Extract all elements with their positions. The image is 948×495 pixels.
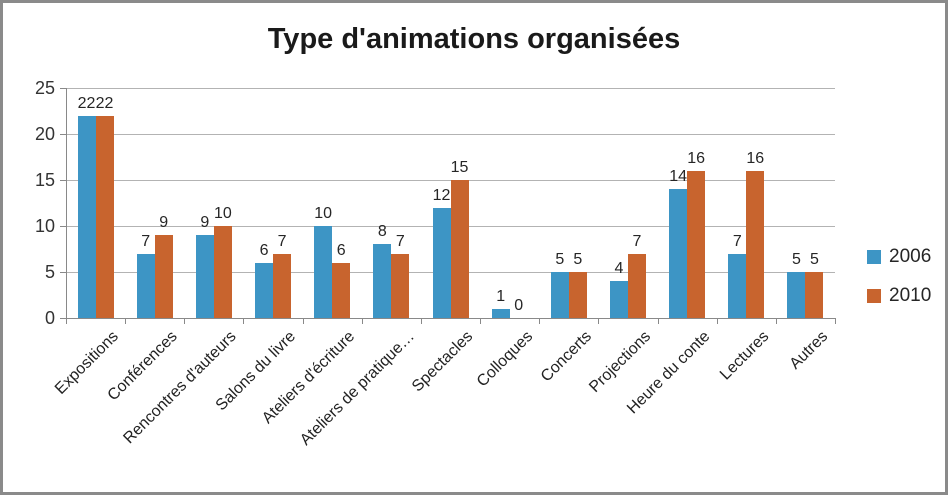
bar-2010-10 — [687, 170, 706, 318]
data-label-2006-9: 4 — [614, 260, 624, 278]
x-tick-4 — [302, 318, 304, 324]
data-label-2010-9: 7 — [632, 232, 642, 250]
bar-2010-4 — [332, 262, 351, 318]
bar-2006-5 — [373, 244, 392, 318]
bar-2006-12 — [787, 272, 806, 318]
bar-2006-2 — [195, 235, 214, 318]
y-tick-label-15: 15 — [34, 170, 55, 190]
x-tick-12 — [775, 318, 777, 324]
data-label-2010-3: 7 — [277, 232, 287, 250]
y-tick-25 — [60, 88, 66, 89]
gridline-20 — [66, 134, 835, 135]
bar-2006-9 — [609, 281, 628, 318]
y-tick-label-0: 0 — [44, 308, 55, 328]
x-tick-9 — [598, 318, 600, 324]
category-label-11: Lectures — [716, 328, 773, 384]
data-label-2006-4: 10 — [314, 205, 333, 222]
data-label-2010-0: 22 — [95, 94, 114, 112]
bar-2010-12 — [805, 272, 824, 318]
y-tick-20 — [60, 134, 66, 135]
y-tick-label-10: 10 — [34, 216, 55, 236]
data-label-2006-12: 5 — [791, 251, 801, 268]
x-tick-0 — [66, 318, 67, 324]
category-label-5: Ateliers de pratique… — [296, 328, 418, 449]
bar-2006-6 — [432, 207, 451, 318]
bar-2006-8 — [550, 272, 569, 318]
data-label-2010-12: 5 — [809, 251, 819, 268]
legend-item-2010: 2010 — [867, 285, 931, 307]
data-label-2010-6: 15 — [450, 159, 469, 176]
data-label-2010-4: 6 — [336, 241, 346, 259]
category-label-8: Concerts — [537, 328, 595, 386]
bar-2010-9 — [627, 253, 646, 318]
bar-2010-2 — [213, 226, 232, 318]
bar-2006-3 — [255, 262, 274, 318]
category-label-7: Colloques — [473, 328, 536, 391]
bar-2010-5 — [391, 253, 410, 318]
gridline-25 — [66, 88, 835, 89]
y-axis-line — [66, 88, 67, 318]
data-label-2006-11: 7 — [732, 232, 742, 250]
data-label-2010-2: 10 — [213, 205, 232, 222]
bar-2006-1 — [136, 253, 155, 318]
data-label-2006-10: 14 — [669, 168, 687, 186]
y-tick-label-25: 25 — [34, 78, 55, 98]
data-label-2010-11: 16 — [746, 149, 765, 167]
x-axis-line — [66, 318, 835, 319]
data-label-2006-8: 5 — [555, 251, 565, 268]
data-label-2010-1: 9 — [159, 214, 169, 232]
bar-2010-11 — [746, 170, 765, 318]
y-tick-label-5: 5 — [44, 262, 55, 282]
x-tick-11 — [716, 318, 718, 324]
bar-2010-0 — [95, 115, 114, 318]
data-label-2006-6: 12 — [432, 186, 451, 204]
bar-2006-4 — [314, 226, 333, 318]
data-label-2010-7: 0 — [514, 297, 524, 314]
data-label-2006-7: 1 — [496, 287, 506, 305]
bar-2010-6 — [450, 180, 469, 318]
legend-label-2010: 2010 — [889, 285, 932, 306]
data-label-2006-0: 22 — [77, 94, 96, 112]
x-tick-2 — [184, 318, 186, 324]
x-tick-3 — [243, 318, 245, 324]
data-label-2010-5: 7 — [395, 232, 405, 250]
legend-swatch-2006 — [867, 250, 881, 264]
bar-2006-7 — [491, 308, 510, 318]
bar-2010-8 — [568, 272, 587, 318]
data-label-2006-5: 8 — [377, 223, 387, 241]
x-tick-6 — [420, 318, 422, 324]
bar-2010-3 — [273, 253, 292, 318]
x-tick-5 — [361, 318, 363, 324]
bar-2006-0 — [77, 115, 96, 318]
data-label-2010-10: 16 — [687, 149, 705, 167]
x-tick-8 — [539, 318, 541, 324]
data-label-2006-1: 7 — [141, 232, 151, 250]
data-label-2006-2: 9 — [200, 214, 210, 232]
category-label-6: Spectacles — [409, 328, 477, 396]
y-tick-label-20: 20 — [34, 124, 55, 144]
y-tick-10 — [60, 226, 66, 227]
y-tick-15 — [60, 180, 66, 181]
legend-label-2006: 2006 — [889, 246, 932, 267]
x-tick-7 — [480, 318, 482, 324]
legend: 2006 2010 — [867, 246, 931, 307]
y-tick-5 — [60, 272, 66, 273]
data-label-2006-3: 6 — [259, 241, 269, 259]
category-label-12: Autres — [786, 328, 832, 373]
chart-title: Type d'animations organisées — [267, 23, 681, 55]
category-label-2: Rencontres d'auteurs — [120, 328, 240, 448]
y-tick-0 — [60, 318, 66, 319]
bar-2006-11 — [728, 253, 747, 318]
data-label-2010-8: 5 — [573, 251, 583, 268]
bar-2010-1 — [154, 235, 173, 318]
x-tick-13 — [835, 318, 836, 324]
x-tick-10 — [657, 318, 659, 324]
legend-item-2006: 2006 — [867, 246, 931, 268]
legend-swatch-2010 — [867, 289, 881, 303]
bar-2006-10 — [669, 189, 688, 318]
x-tick-1 — [125, 318, 127, 324]
